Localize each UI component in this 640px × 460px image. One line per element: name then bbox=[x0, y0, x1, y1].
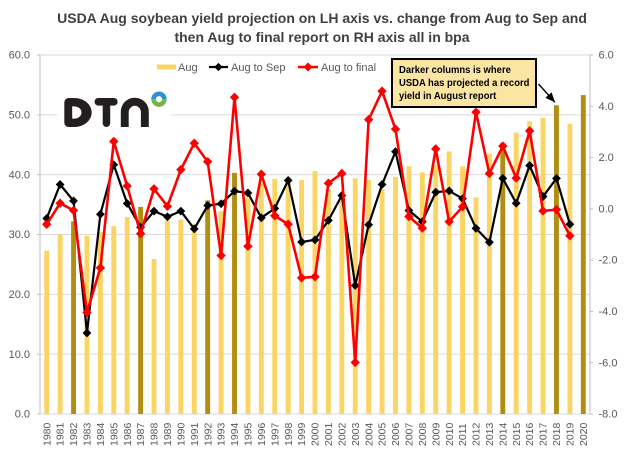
svg-text:2001: 2001 bbox=[323, 422, 335, 446]
svg-text:-4.0: -4.0 bbox=[599, 306, 618, 318]
svg-text:1994: 1994 bbox=[229, 422, 241, 446]
svg-text:2017: 2017 bbox=[538, 422, 550, 446]
svg-text:2015: 2015 bbox=[511, 422, 523, 446]
svg-text:4.0: 4.0 bbox=[599, 101, 614, 113]
svg-text:1990: 1990 bbox=[175, 422, 187, 446]
svg-text:0.0: 0.0 bbox=[15, 409, 30, 421]
svg-text:1996: 1996 bbox=[256, 422, 268, 446]
svg-text:2019: 2019 bbox=[564, 422, 576, 446]
svg-text:2013: 2013 bbox=[484, 422, 496, 446]
svg-text:1991: 1991 bbox=[189, 422, 201, 446]
svg-text:40.0: 40.0 bbox=[9, 169, 30, 181]
svg-text:30.0: 30.0 bbox=[9, 229, 30, 241]
svg-text:2009: 2009 bbox=[430, 422, 442, 446]
svg-text:Aug to final: Aug to final bbox=[321, 62, 376, 74]
svg-text:1993: 1993 bbox=[216, 422, 228, 446]
svg-text:1992: 1992 bbox=[202, 422, 214, 446]
svg-text:1986: 1986 bbox=[122, 422, 134, 446]
svg-text:1984: 1984 bbox=[95, 422, 107, 446]
svg-text:Aug to Sep: Aug to Sep bbox=[231, 62, 285, 74]
svg-text:1998: 1998 bbox=[283, 422, 295, 446]
svg-text:6.0: 6.0 bbox=[599, 50, 614, 62]
svg-text:1989: 1989 bbox=[162, 422, 174, 446]
svg-text:2006: 2006 bbox=[390, 422, 402, 446]
svg-text:2003: 2003 bbox=[350, 422, 362, 446]
svg-text:2011: 2011 bbox=[457, 423, 469, 446]
svg-text:2020: 2020 bbox=[578, 422, 590, 446]
svg-text:2012: 2012 bbox=[471, 422, 483, 446]
svg-text:1980: 1980 bbox=[41, 422, 53, 446]
svg-text:2007: 2007 bbox=[404, 422, 416, 446]
svg-text:1981: 1981 bbox=[55, 422, 67, 446]
svg-text:2014: 2014 bbox=[497, 422, 509, 446]
svg-text:2008: 2008 bbox=[417, 422, 429, 446]
svg-text:1983: 1983 bbox=[82, 422, 94, 446]
svg-text:-8.0: -8.0 bbox=[599, 409, 618, 421]
svg-text:10.0: 10.0 bbox=[9, 349, 30, 361]
svg-text:1988: 1988 bbox=[149, 422, 161, 446]
svg-text:60.0: 60.0 bbox=[9, 50, 30, 62]
svg-text:-6.0: -6.0 bbox=[599, 357, 618, 369]
svg-text:2005: 2005 bbox=[377, 422, 389, 446]
svg-text:2.0: 2.0 bbox=[599, 152, 614, 164]
svg-text:2004: 2004 bbox=[363, 422, 375, 446]
svg-text:2000: 2000 bbox=[310, 422, 322, 446]
svg-text:2016: 2016 bbox=[524, 422, 536, 446]
svg-text:-2.0: -2.0 bbox=[599, 255, 618, 267]
svg-text:1985: 1985 bbox=[108, 422, 120, 446]
svg-text:Aug: Aug bbox=[178, 62, 198, 74]
svg-text:1995: 1995 bbox=[243, 422, 255, 446]
svg-text:1997: 1997 bbox=[269, 422, 281, 446]
svg-text:1987: 1987 bbox=[135, 422, 147, 446]
svg-text:2010: 2010 bbox=[444, 422, 456, 446]
svg-text:20.0: 20.0 bbox=[9, 289, 30, 301]
svg-text:2018: 2018 bbox=[551, 422, 563, 446]
svg-text:1999: 1999 bbox=[296, 422, 308, 446]
svg-text:0.0: 0.0 bbox=[599, 203, 614, 215]
svg-text:2002: 2002 bbox=[336, 422, 348, 446]
svg-text:1982: 1982 bbox=[68, 422, 80, 446]
svg-text:50.0: 50.0 bbox=[9, 109, 30, 121]
